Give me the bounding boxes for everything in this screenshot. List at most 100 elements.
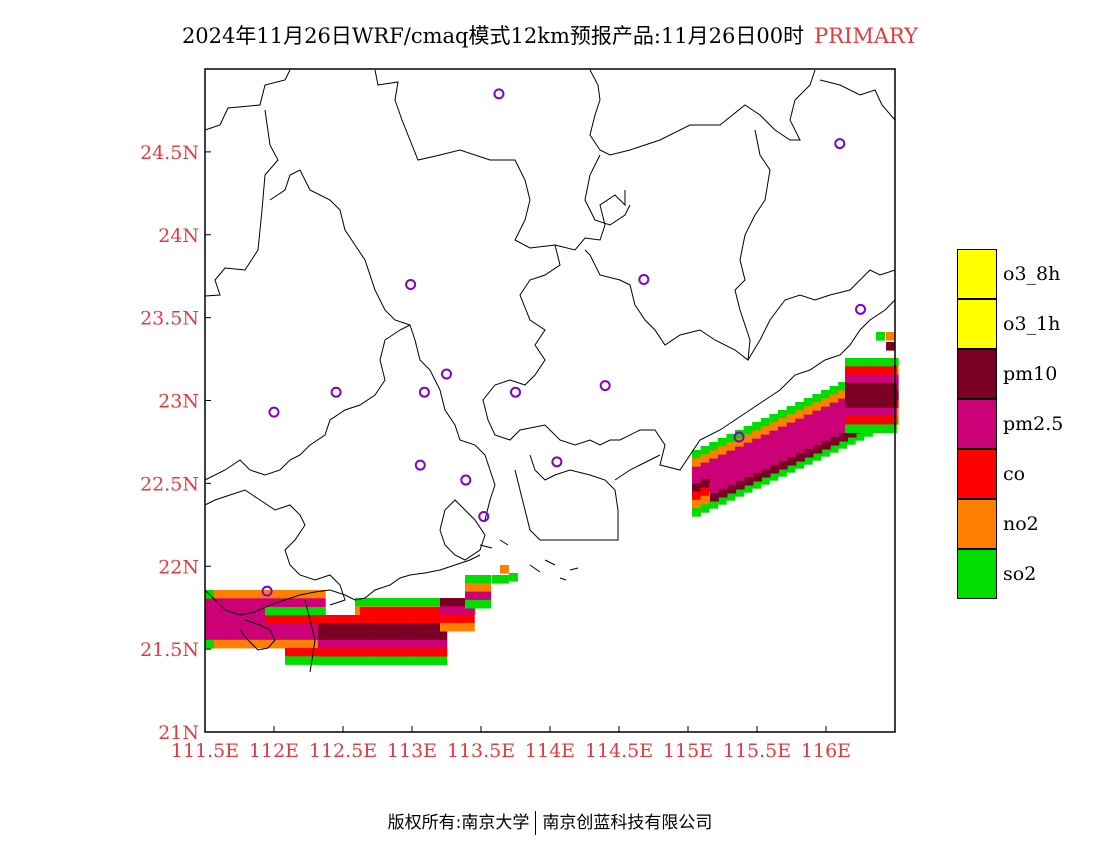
pollutant-cell bbox=[291, 598, 300, 607]
station-marker bbox=[405, 278, 417, 290]
station-marker bbox=[551, 456, 563, 468]
pollutant-cell bbox=[389, 598, 399, 607]
pollutant-cell bbox=[853, 366, 863, 375]
pollutant-cell bbox=[326, 615, 336, 624]
pollutant-cell bbox=[432, 598, 442, 607]
pollutant-cell bbox=[770, 440, 780, 449]
pollutant-cell bbox=[845, 374, 854, 384]
pollutant-cell bbox=[386, 615, 396, 624]
pollutant-cell bbox=[509, 573, 518, 582]
pollutant-cell bbox=[205, 623, 214, 632]
pollutant-cell bbox=[726, 450, 736, 460]
pollutant-cell bbox=[213, 639, 223, 649]
pollutant-cell bbox=[888, 399, 897, 409]
pollutant-cell bbox=[361, 623, 370, 632]
pollutant-cell bbox=[727, 460, 737, 469]
pollutant-cell bbox=[404, 648, 413, 657]
pollutant-cell bbox=[886, 342, 895, 351]
pollutant-cell bbox=[308, 631, 318, 641]
pollutant-cell bbox=[368, 607, 378, 616]
pollutant-cell bbox=[360, 607, 369, 616]
pollutant-cell bbox=[429, 631, 439, 641]
legend-swatch bbox=[957, 299, 997, 349]
pollutant-cell bbox=[448, 622, 458, 632]
pollutant-cell bbox=[265, 598, 275, 607]
pollutant-cell bbox=[727, 468, 737, 477]
pollutant-cell bbox=[743, 442, 753, 452]
pollutant-cell bbox=[735, 480, 745, 490]
pollutant-cell bbox=[829, 394, 839, 403]
pollutant-cell bbox=[423, 598, 433, 607]
pollutant-cell bbox=[853, 358, 863, 367]
pollutant-cell bbox=[795, 410, 805, 419]
pollutant-cell bbox=[735, 472, 745, 482]
pollutant-cell bbox=[369, 631, 379, 641]
pollutant-cell bbox=[813, 420, 823, 429]
pollutant-cell bbox=[753, 464, 762, 474]
pollutant-cell bbox=[870, 424, 880, 433]
pollutant-cell bbox=[222, 631, 232, 641]
pollutant-cell bbox=[753, 472, 762, 482]
pollutant-cell bbox=[299, 607, 309, 616]
pollutant-cell bbox=[372, 598, 382, 607]
pollutant-cell bbox=[395, 623, 405, 632]
pollutant-cell bbox=[239, 606, 249, 616]
pollutant-cell bbox=[862, 374, 872, 384]
pollutant-cell bbox=[302, 648, 312, 657]
pollutant-cell bbox=[760, 476, 770, 485]
pollutant-cell bbox=[265, 607, 274, 616]
pollutant-cell bbox=[839, 424, 848, 434]
pollutant-cell bbox=[482, 591, 492, 601]
pollutant-cell bbox=[482, 575, 492, 584]
pollutant-cell bbox=[465, 575, 474, 584]
pollutant-cell bbox=[213, 590, 223, 599]
x-tick-label: 111.5E bbox=[171, 740, 239, 762]
x-tick-label: 112.5E bbox=[309, 740, 377, 762]
pollutant-cell bbox=[355, 598, 364, 607]
pollutant-cell bbox=[879, 399, 889, 409]
pollutant-cell bbox=[830, 436, 840, 446]
pollutant-cell bbox=[710, 484, 719, 494]
footer-left: 版权所有:南京大学 bbox=[387, 813, 530, 833]
pollutant-cell bbox=[361, 648, 370, 657]
legend-label: no2 bbox=[1003, 513, 1039, 535]
pollutant-cell bbox=[821, 398, 830, 407]
pollutant-cell bbox=[256, 623, 266, 632]
pollutant-cell bbox=[761, 444, 771, 453]
pollutant-cell bbox=[457, 598, 467, 607]
pollutant-cell bbox=[839, 416, 848, 425]
pollutant-cell bbox=[213, 623, 223, 632]
pollutant-cell bbox=[230, 623, 240, 632]
pollutant-cell bbox=[879, 366, 889, 375]
pollutant-cell bbox=[787, 440, 797, 449]
pollutant-cell bbox=[318, 656, 327, 666]
pollutant-cell bbox=[282, 598, 292, 607]
pollutant-cell bbox=[821, 390, 830, 399]
pollutant-cell bbox=[838, 382, 848, 391]
pollutant-cell bbox=[355, 606, 364, 615]
pollutant-cell bbox=[778, 444, 788, 453]
pollutant-cell bbox=[473, 591, 483, 601]
pollutant-cell bbox=[812, 402, 822, 411]
pollutant-cell bbox=[302, 656, 312, 665]
pollutant-cell bbox=[829, 402, 839, 412]
pollutant-cell bbox=[769, 430, 779, 440]
pollutant-cell bbox=[222, 614, 232, 624]
pollutant-cell bbox=[361, 656, 370, 666]
pollutant-cell bbox=[318, 631, 327, 641]
pollutant-cell bbox=[787, 448, 797, 458]
pollutant-cell bbox=[803, 398, 813, 407]
pollutant-cell bbox=[778, 418, 787, 427]
pollutant-cell bbox=[369, 615, 379, 624]
y-tick-label: 21.5N bbox=[140, 639, 199, 661]
pollutant-cell bbox=[316, 590, 326, 599]
pollutant-cell bbox=[318, 615, 327, 624]
pollutant-cell bbox=[265, 631, 275, 641]
pollutant-cell bbox=[743, 484, 753, 493]
pollutant-cell bbox=[813, 428, 823, 437]
pollutant-cell bbox=[760, 434, 770, 444]
pollutant-cell bbox=[412, 639, 422, 649]
pollutant-cell bbox=[795, 460, 805, 469]
pollutant-cell bbox=[369, 639, 379, 649]
pollutant-cell bbox=[361, 615, 370, 624]
